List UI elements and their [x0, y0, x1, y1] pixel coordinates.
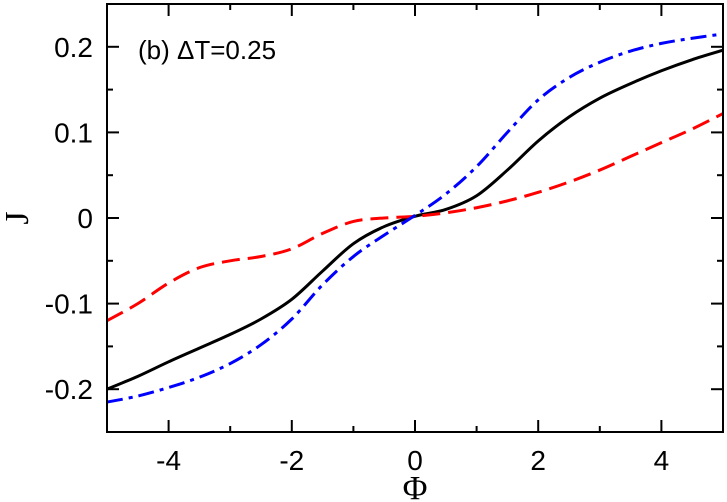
plot-frame	[106, 3, 724, 433]
y-tick-label: 0	[77, 203, 93, 234]
axes-layer: -4 -2 0 2 4 -0.2 -0.1 0 0.1 0.2	[45, 3, 724, 476]
x-tick-label: 0	[407, 445, 423, 476]
x-tick-label: 2	[530, 445, 546, 476]
x-tick-label: -4	[156, 445, 181, 476]
series-layer	[106, 32, 724, 404]
y-tick-label: -0.1	[45, 289, 93, 320]
series-line-2	[106, 112, 724, 323]
y-tick-label: -0.2	[45, 374, 93, 405]
y-axis-label: J	[0, 211, 36, 224]
y-tick-label: 0.2	[54, 32, 93, 63]
series-line-3	[106, 32, 724, 404]
series-line-1	[106, 48, 724, 391]
x-tick-label: 4	[654, 445, 670, 476]
x-axis-label: Φ	[403, 470, 428, 502]
chart-annotation: (b) ΔT=0.25	[138, 35, 276, 65]
x-tick-label: -2	[279, 445, 304, 476]
y-tick-label: 0.1	[54, 117, 93, 148]
